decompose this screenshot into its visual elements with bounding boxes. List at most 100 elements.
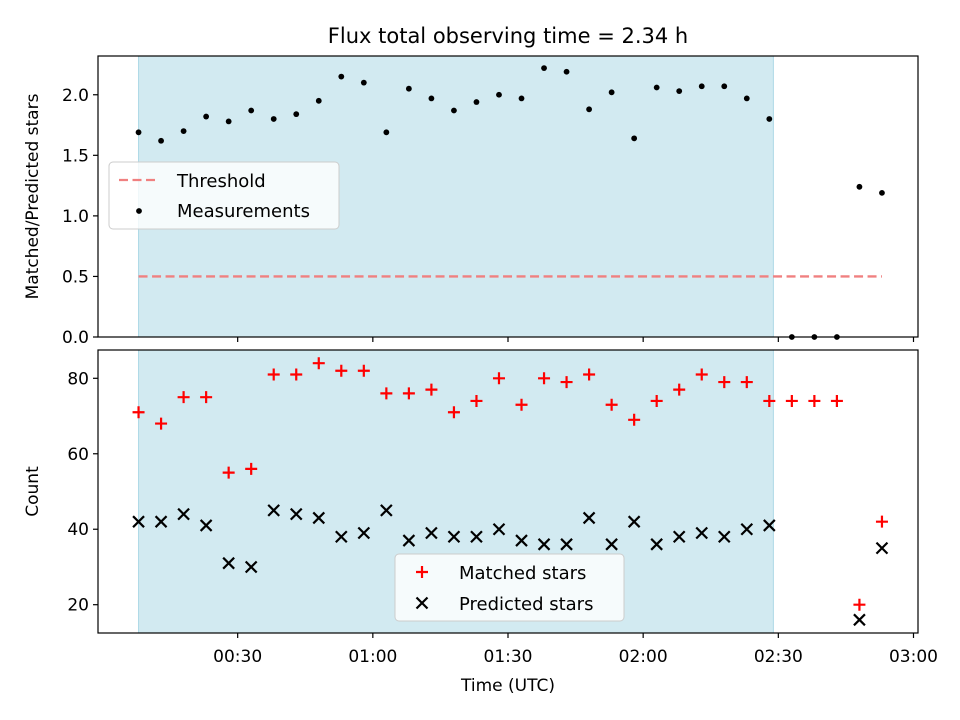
plus-marker — [470, 394, 483, 407]
plus-marker — [830, 394, 843, 407]
matched-point — [605, 398, 618, 411]
measurement-point — [608, 89, 615, 96]
plus-marker — [605, 398, 618, 411]
plus-marker — [312, 357, 325, 370]
x-marker — [132, 515, 145, 528]
plus-marker — [177, 391, 190, 404]
x-marker — [312, 511, 326, 525]
measurement-point — [631, 135, 638, 142]
measurement-point — [473, 99, 480, 105]
x-marker — [267, 504, 280, 517]
plus-marker — [650, 394, 663, 407]
x-marker — [717, 530, 731, 544]
x-marker — [177, 507, 190, 521]
predicted-point — [515, 534, 528, 547]
predicted-point — [537, 538, 551, 551]
measurement-point — [248, 107, 255, 114]
plus-marker — [740, 376, 753, 389]
x-marker — [199, 519, 213, 532]
ratio-panel: 0.0 0.5 1.0 1.5 2.0 Matched/Predicted stars Th… — [23, 55, 919, 348]
measurement-point — [451, 107, 457, 114]
measurement-point — [721, 83, 728, 90]
matched-point — [222, 466, 235, 479]
plus-marker — [335, 364, 348, 377]
x-tick-label: 01:00 — [348, 647, 397, 667]
matched-point — [335, 364, 348, 377]
predicted-point — [177, 507, 190, 521]
measurement-point — [360, 79, 367, 86]
matched-point — [267, 368, 280, 381]
y-tick-label: 80 — [67, 369, 89, 389]
x-marker — [402, 534, 416, 547]
plus-marker — [763, 394, 776, 407]
plus-marker — [155, 417, 168, 430]
predicted-point — [425, 526, 438, 540]
predicted-point — [492, 522, 506, 536]
matched-point — [763, 394, 776, 407]
measurement-point — [428, 95, 435, 102]
measurement-point — [270, 116, 277, 122]
x-marker — [447, 530, 461, 544]
legend-measurements-label: Measurements — [177, 201, 310, 222]
predicted-point — [740, 522, 754, 536]
predicted-point — [470, 530, 483, 544]
predicted-point — [875, 541, 889, 555]
measurement-point — [225, 118, 232, 125]
x-marker — [560, 538, 573, 551]
predicted-point — [627, 515, 641, 528]
matched-point — [740, 376, 753, 389]
x-axis-label: Time (UTC) — [460, 676, 555, 696]
measurement-point — [856, 183, 863, 190]
x-marker — [763, 519, 776, 532]
matched-point — [673, 383, 686, 396]
x-tick-label: 01:30 — [484, 647, 533, 667]
matched-point — [402, 387, 415, 400]
measurement-point — [405, 85, 412, 92]
matched-point — [290, 368, 303, 381]
measurement-point — [879, 189, 885, 196]
matched-point — [785, 394, 798, 407]
measurement-point — [315, 97, 322, 104]
measurement-point — [203, 113, 210, 120]
plus-marker — [560, 376, 573, 389]
plus-marker — [402, 387, 415, 400]
legend: Threshold Measurements — [108, 161, 340, 230]
plus-marker — [290, 368, 303, 381]
matched-point — [177, 391, 190, 404]
plus-marker — [380, 387, 393, 400]
measurement-point — [766, 116, 773, 122]
predicted-point — [154, 515, 168, 528]
y-tick-label: 1.5 — [62, 146, 89, 166]
y-axis-label: Matched/Predicted stars — [23, 93, 43, 299]
x-marker — [244, 560, 258, 574]
plus-marker — [447, 406, 460, 419]
predicted-point — [650, 538, 663, 551]
legend-matched-swatch — [416, 566, 428, 578]
legend-predicted-label: Predicted stars — [459, 594, 593, 615]
predicted-point — [335, 530, 348, 544]
x-marker — [650, 538, 663, 551]
predicted-point — [447, 530, 461, 544]
plus-marker — [853, 598, 866, 611]
plus-marker — [808, 394, 821, 407]
matched-point — [538, 372, 551, 385]
matched-point — [628, 413, 641, 426]
measurement-point — [293, 111, 300, 118]
predicted-point — [222, 556, 235, 570]
predicted-point — [582, 511, 596, 525]
matched-point — [875, 515, 888, 528]
y-tick-label: 0.5 — [62, 267, 89, 287]
predicted-point — [605, 538, 618, 551]
predicted-point — [267, 504, 280, 517]
matched-point — [470, 394, 483, 407]
predicted-point — [560, 538, 573, 551]
x-marker — [357, 526, 371, 540]
matched-point — [492, 372, 505, 385]
x-marker — [740, 522, 754, 536]
predicted-point — [312, 511, 326, 525]
measurement-point — [158, 137, 164, 144]
predicted-point — [672, 530, 686, 544]
plus-marker — [875, 515, 888, 528]
measurement-point — [563, 68, 570, 75]
